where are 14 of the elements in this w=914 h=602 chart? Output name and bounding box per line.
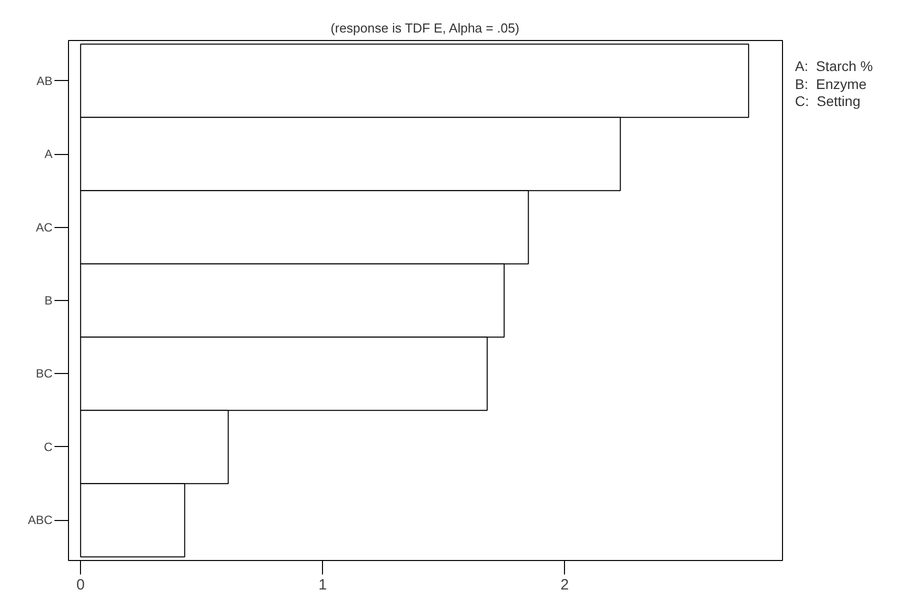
x-tick-label: 0 <box>76 576 85 594</box>
text: C: Setting <box>795 93 860 109</box>
x-tick-label: 1 <box>318 576 327 594</box>
y-tick-label: C <box>44 440 53 454</box>
y-tick-label: A <box>44 147 53 162</box>
y-tick-label: BC <box>36 366 53 381</box>
y-tick-label: B <box>44 294 53 308</box>
text: A: Starch % <box>795 58 873 74</box>
chart-title: (response is TDF E, Alpha = .05) <box>330 20 520 36</box>
y-tick-label: AC <box>36 220 53 234</box>
x-tick-label: 2 <box>560 576 569 594</box>
y-tick-label: ABC <box>28 513 53 528</box>
text: B: Enzyme <box>795 76 867 92</box>
y-tick-label: AB <box>36 74 53 88</box>
